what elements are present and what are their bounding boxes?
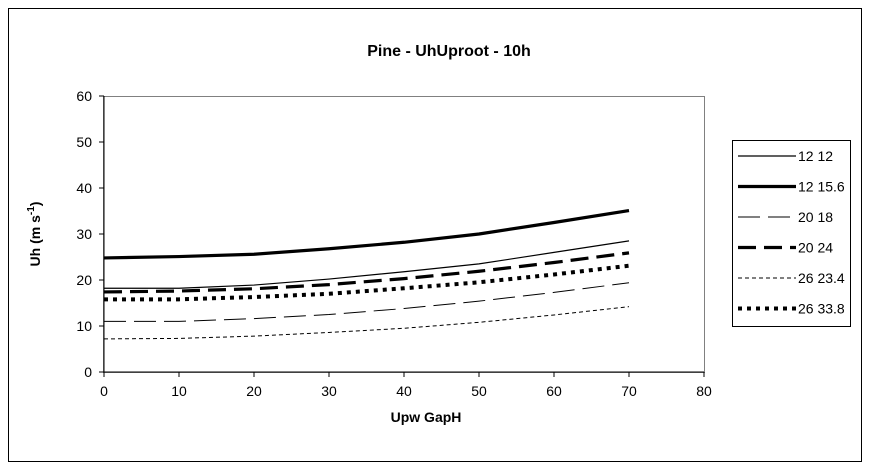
series-line-3 [103,251,630,294]
legend-label: 26 23.4 [798,270,845,286]
legend-item: 12 15.6 [738,179,845,195]
x-tick-label: 20 [246,383,262,399]
series-line-4 [103,306,630,340]
legend-label: 20 18 [798,209,833,225]
y-axis-title-close: ) [27,202,43,207]
x-tick-label: 80 [696,383,712,399]
y-axis-ticks: 0 10 20 30 40 50 60 [76,88,104,380]
x-tick-label: 40 [396,383,412,399]
legend-item: 26 23.4 [738,270,845,286]
x-axis-ticks: 0 10 20 30 40 50 60 70 80 [100,372,712,399]
legend-label: 26 33.8 [798,301,845,317]
y-tick-label: 60 [76,88,92,104]
x-tick-label: 0 [100,383,108,399]
x-tick-label: 50 [471,383,487,399]
y-tick-label: 50 [76,134,92,150]
chart-title: Pine - UhUproot - 10h [367,43,531,60]
y-tick-label: 10 [76,318,92,334]
series-line-2 [104,282,630,322]
x-axis-title: Upw GapH [391,409,462,425]
y-tick-label: 0 [84,364,92,380]
x-tick-label: 70 [621,383,637,399]
legend-label: 12 15.6 [798,179,845,195]
y-axis-title: Uh (m s-1) [26,202,43,267]
series-lines [103,208,630,340]
x-tick-label: 10 [171,383,187,399]
legend-item: 26 33.8 [738,301,845,317]
series-line-0 [104,240,630,289]
x-tick-label: 60 [546,383,562,399]
legend-item: 20 18 [738,209,833,225]
legend-label: 12 12 [798,148,833,164]
legend-item: 12 12 [738,148,833,164]
series-line-5 [104,263,630,302]
legend: 12 12 12 15.6 20 18 20 24 26 23.4 26 33.8 [738,148,845,317]
x-tick-label: 30 [321,383,337,399]
y-tick-label: 30 [76,226,92,242]
y-tick-label: 40 [76,180,92,196]
y-axis-title-sup: -1 [26,206,37,215]
legend-box [732,140,851,327]
legend-label: 20 24 [798,240,833,256]
plot-area [103,96,705,373]
y-tick-label: 20 [76,272,92,288]
y-axis-title-main: Uh (m s [27,215,43,267]
series-line-1 [103,208,630,260]
legend-item: 20 24 [738,240,833,256]
